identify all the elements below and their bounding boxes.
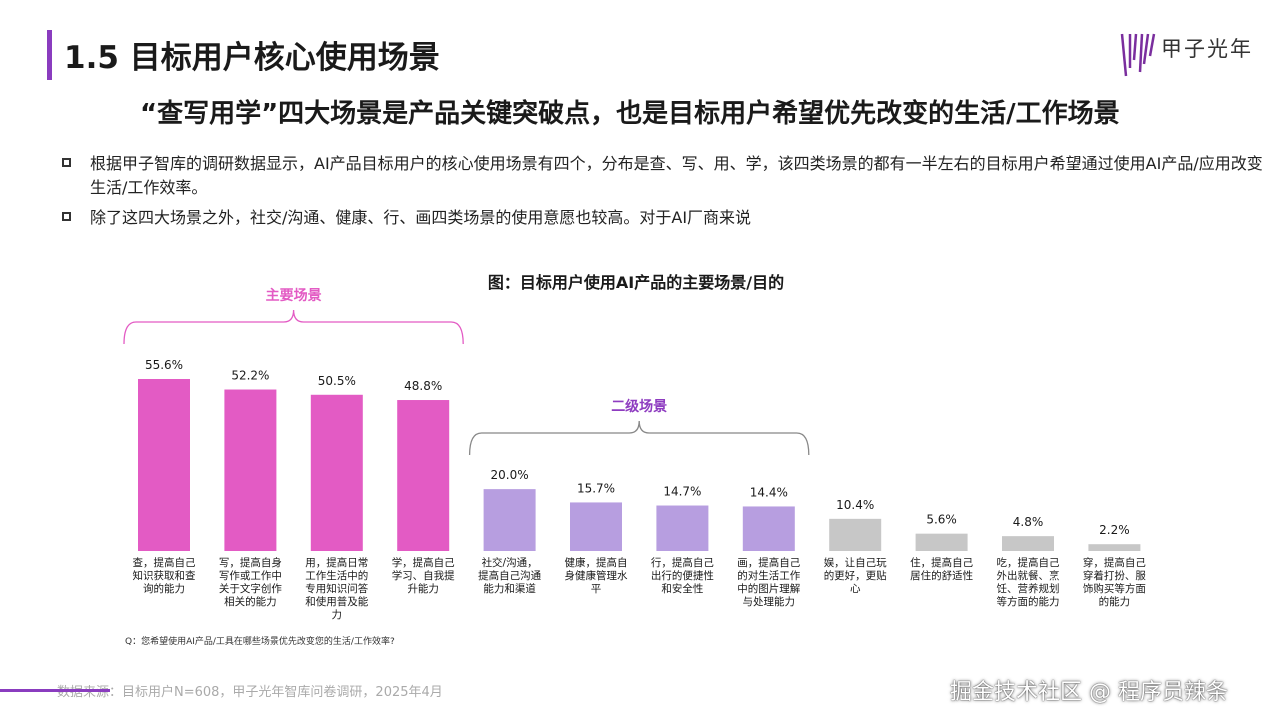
bullet-square-icon (62, 158, 71, 167)
category-label: 写，提高自身写作或工作中关于文字创作相关的能力 (219, 556, 282, 608)
data-label: 52.2% (231, 369, 269, 383)
chart-title: 图：目标用户使用AI产品的主要场景/目的 (488, 273, 784, 292)
category-label: 查，提高自己知识获取和查询的能力 (133, 556, 196, 595)
page-title: 1.5 目标用户核心使用场景 (64, 40, 440, 76)
bar (138, 379, 190, 551)
bar (483, 489, 536, 551)
category-label: 社交/沟通，提高自己沟通能力和渠道 (478, 556, 541, 595)
category-label: 行，提高自己出行的便捷性和安全性 (651, 556, 714, 595)
data-label: 14.4% (750, 485, 788, 499)
bar (1088, 544, 1141, 551)
survey-question: Q：您希望使用AI产品/工具在哪些场景优先改变您的生活/工作效率? (125, 637, 395, 647)
bar (310, 394, 363, 551)
bar (570, 502, 622, 551)
data-label: 15.7% (577, 481, 615, 495)
data-label: 2.2% (1099, 523, 1130, 537)
bar (397, 400, 450, 551)
bar-chart: 图：目标用户使用AI产品的主要场景/目的 55.6% 查，提高自己知识获取和查询的能… (123, 273, 1146, 621)
bullet-text: 除了这四大场景之外，社交/沟通、健康、行、画四类场景的使用意愿也较高。对于AI厂… (90, 208, 752, 227)
title-accent-bar (47, 30, 52, 80)
data-label: 5.6% (926, 513, 957, 527)
data-label: 48.8% (404, 379, 442, 393)
bullet-square-icon (62, 212, 71, 221)
data-label: 10.4% (836, 498, 874, 512)
bar (1002, 536, 1054, 551)
data-label: 4.8% (1013, 515, 1044, 529)
category-label: 娱，让自己玩的更好，更贴心 (824, 556, 887, 595)
bar (224, 389, 277, 551)
bullet-text: 根据甲子智库的调研数据显示，AI产品目标用户的核心使用场景有四个，分布是查、写、… (90, 154, 1263, 197)
bar (742, 506, 795, 551)
data-label: 14.7% (663, 485, 701, 499)
bar (829, 518, 882, 551)
logo-text: 甲子光年 (1161, 37, 1253, 61)
category-label: 学，提高自己学习、自我提升能力 (392, 556, 455, 595)
category-label: 住，提高自己居住的舒适性 (910, 556, 973, 582)
watermark: 掘金技术社区 @ 程序员辣条 (950, 680, 1228, 705)
category-label: 穿，提高自己穿着打扮、服饰购买等方面的能力 (1083, 556, 1146, 608)
bar (915, 533, 968, 551)
group-bracket (468, 420, 810, 456)
subtitle: “查写用学”四大场景是产品关键突破点，也是目标用户希望优先改变的生活/工作场景 (140, 99, 1120, 129)
data-label: 55.6% (145, 358, 183, 372)
data-label: 50.5% (318, 374, 356, 388)
data-source: 数据来源：目标用户N=608，甲子光年智库问卷调研，2025年4月 (57, 685, 443, 700)
category-label: 吃，提高自己外出就餐、烹饪、营养规划等方面的能力 (997, 556, 1060, 608)
category-label: 画，提高自己的对生活工作中的图片理解与处理能力 (737, 556, 800, 608)
category-label: 用，提高日常工作生活中的专用知识问答和使用普及能力 (305, 556, 368, 621)
data-label: 20.0% (491, 468, 529, 482)
group-label: 二级场景 (611, 398, 667, 415)
category-label: 健康，提高自身健康管理水平 (565, 556, 628, 595)
bar (656, 505, 709, 551)
logo-icon (1120, 33, 1156, 77)
group-label: 主要场景 (266, 287, 322, 304)
group-bracket (123, 309, 464, 345)
bottom-accent-line (0, 689, 110, 692)
